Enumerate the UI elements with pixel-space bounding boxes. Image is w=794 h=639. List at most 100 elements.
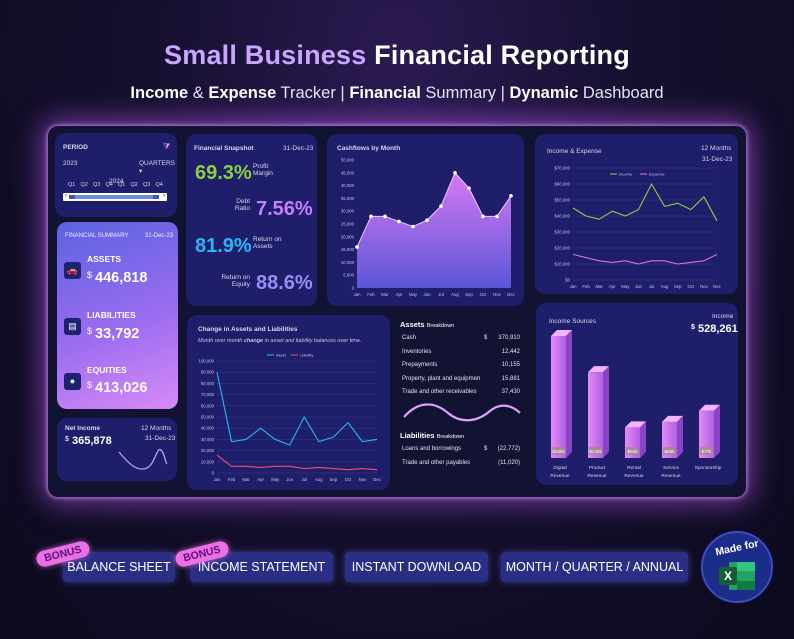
assets-breakdown-title: Assets Breakdown	[400, 320, 455, 329]
y-tick-label: 60,000	[201, 403, 215, 408]
cashflow-point	[481, 214, 485, 219]
x-tick-label: Nov	[700, 284, 708, 289]
quarter-label[interactable]: Q1	[118, 182, 126, 188]
breakdown-row-label: Loans and borrowings	[402, 446, 462, 452]
granularity-select[interactable]: QUARTERS ▾	[139, 160, 175, 175]
x-tick-label: Sep	[330, 477, 338, 482]
y-tick-label: $50,000	[554, 198, 570, 203]
title-part-1: Small Business	[164, 40, 367, 70]
subtitle-part: &	[188, 84, 209, 102]
subtitle-part: Income	[130, 84, 189, 102]
bar-side	[640, 421, 646, 458]
quarter-label[interactable]: Q3	[93, 182, 101, 188]
cashflow-point	[495, 214, 499, 219]
x-tick-label: Aug	[451, 292, 459, 297]
excel-letter: X	[719, 567, 737, 585]
cashflow-point	[453, 171, 457, 175]
net-income-card: Net Income $ 365,878 12 Months 31-Dec-23	[57, 418, 177, 481]
quarter-label[interactable]: Q4	[155, 182, 163, 188]
x-tick-label: Aug	[661, 284, 669, 289]
y-tick-label: 30,000	[341, 209, 355, 214]
y-tick-label: 30,000	[201, 437, 215, 442]
debt-ratio-label: Debt Ratio	[234, 198, 250, 212]
liabilities-breakdown-title: Liabilities Breakdown	[400, 431, 465, 440]
return-on-assets-label: Return on Assets	[253, 236, 282, 250]
x-tick-label: Feb	[367, 292, 375, 297]
breakdown-row: Trade and other receivables 37,430	[400, 389, 524, 401]
breakdown-row-value: 10,155	[501, 362, 520, 368]
cashflow-point	[439, 204, 443, 208]
x-tick-label: Jul	[302, 477, 308, 482]
quarter-label[interactable]: Q2	[130, 182, 138, 188]
cashflow-point	[425, 218, 429, 222]
timeline-left-arrow[interactable]: ‹	[65, 193, 67, 199]
y-tick-label: 5,000	[343, 273, 354, 278]
legend-label: Liability	[300, 353, 313, 358]
net-income-period: 12 Months	[141, 425, 172, 432]
subtitle-part: Expense	[208, 84, 277, 102]
breakdown-row-label: Trade and other payables	[402, 459, 471, 466]
x-tick-label: Jan	[570, 284, 578, 289]
quarter-label[interactable]: Q3	[143, 182, 151, 188]
series-line	[216, 372, 378, 446]
granularity-label: QUARTERS	[139, 160, 175, 167]
breakdown-row-label: Trade and other receivables	[402, 389, 477, 395]
timeline-right-arrow[interactable]: ›	[163, 193, 165, 199]
bar-side	[566, 330, 572, 458]
income-expense-chart: $70,000 $60,000 $50,000 $40,000 $30,000 $20,0…	[554, 166, 721, 290]
data-label-bg	[626, 447, 639, 455]
breakdown-row: Cash $370,910	[400, 335, 524, 347]
x-tick-label: Jun	[424, 292, 432, 297]
data-label-bg	[663, 447, 676, 455]
equities-label: EQUITIES	[87, 365, 127, 375]
net-income-sparkline	[118, 448, 168, 470]
bar-top	[625, 421, 646, 428]
quarter-label[interactable]: Q2	[80, 182, 88, 188]
data-label: $77k	[702, 449, 713, 454]
bar	[699, 410, 714, 458]
cashflow-point	[383, 214, 387, 219]
income-total-label: Income	[712, 313, 734, 320]
y-tick-label: 50,000	[341, 158, 355, 163]
breakdown-row-value: (22,772)	[497, 446, 520, 452]
y-tick-label: 40,000	[341, 183, 355, 188]
filter-icon[interactable]: ⧩	[163, 142, 171, 151]
net-income-date: 31-Dec-23	[145, 435, 176, 442]
year-label-1: 2023	[63, 160, 78, 167]
debt-ratio-value: 7.56%	[256, 198, 313, 220]
x-tick-label: Oct	[345, 477, 352, 482]
piggy-bank-icon: ●	[64, 373, 81, 390]
y-tick-label: 70,000	[201, 392, 215, 397]
data-label: $59k	[665, 449, 676, 454]
quarter-label[interactable]: Q1	[68, 182, 76, 188]
change-assets-title: Change in Assets and Liabilities	[198, 326, 298, 333]
category-label: Revenue	[550, 473, 570, 479]
breakdown-row-currency: $	[484, 446, 488, 452]
quarter-label[interactable]: Q4	[105, 182, 113, 188]
breakdown-row-value: 370,910	[498, 335, 520, 341]
net-income-value: $ 365,878	[65, 435, 112, 447]
y-tick-label: 40,000	[201, 426, 215, 431]
series-line	[572, 183, 718, 222]
y-tick-label: 20,000	[341, 234, 355, 239]
category-label: Digital	[553, 465, 566, 471]
y-tick-label: 90,000	[201, 370, 215, 375]
instant-download-pill[interactable]: INSTANT DOWNLOAD	[345, 552, 488, 582]
x-tick-label: Mar	[381, 292, 389, 297]
excel-badge: Made for X	[701, 531, 773, 603]
x-tick-label: Dec	[373, 477, 381, 482]
y-tick-label: 0	[352, 286, 355, 291]
x-tick-label: Sep	[465, 292, 473, 297]
breakdown-row-label: Inventories	[402, 348, 432, 355]
breakdown-row: Prepayments 10,155	[400, 362, 524, 374]
cashflow-point	[509, 194, 513, 198]
breakdown-row-currency: $	[484, 335, 488, 341]
timeline-slider[interactable]	[63, 193, 167, 201]
month-quarter-annual-pill[interactable]: MONTH / QUARTER / ANNUAL	[501, 552, 688, 582]
x-tick-label: Apr	[396, 292, 403, 297]
income-sources-card: Income Sources Income $ 528,261 $199k Dig…	[536, 303, 738, 485]
subtitle-part: Summary |	[420, 84, 510, 102]
data-label-bg	[552, 447, 565, 455]
cashflow-area	[357, 172, 511, 288]
bar-top	[699, 404, 720, 411]
